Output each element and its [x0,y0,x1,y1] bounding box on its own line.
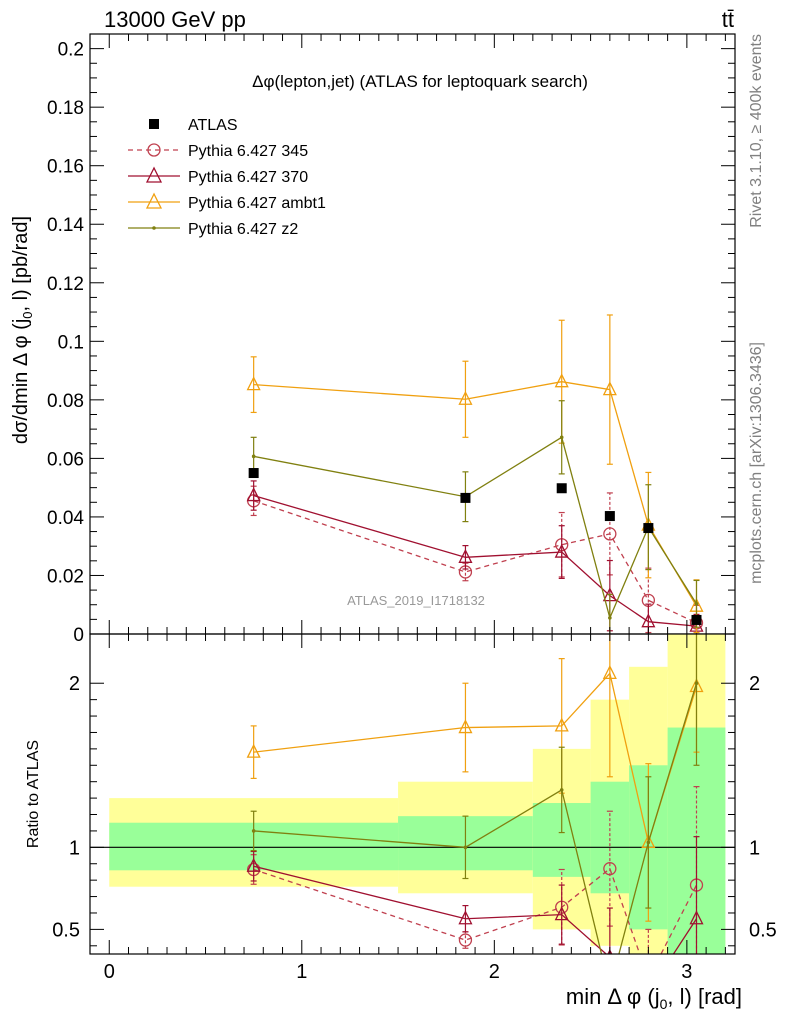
main-point-pythia-6-427-ambt1 [246,376,261,391]
x-tick-label: 2 [489,961,500,983]
legend-label-pythia-6-427-370: Pythia 6.427 370 [188,169,308,186]
main-point-pythia-6-427-z2 [251,454,256,459]
ratio-point-pythia-6-427-z2 [646,840,651,845]
x-axis-label: min Δ φ (j0, l) [rad] [566,984,742,1012]
main-point-atlas [248,468,259,479]
legend-marker-atlas [149,119,159,129]
main-y-tick-label: 0.16 [47,157,84,178]
main-plot-frame [89,33,736,635]
legend-label-pythia-6-427-345: Pythia 6.427 345 [188,143,308,160]
ratio-line-pythia-6-427-370 [253,865,698,954]
ratio-point-pythia-6-427-ambt1 [246,743,261,758]
ratio-point-pythia-6-427-370 [689,910,704,925]
ratio-point-pythia-6-427-370 [554,906,569,921]
main-point-pythia-6-427-ambt1 [554,373,569,388]
main-y-tick-label: 0.12 [47,274,84,295]
header-final-state: tt̄ [722,7,734,32]
header-process: 13000 GeV pp [104,7,246,32]
main-y-tick-label: 0.04 [47,508,84,529]
main-line-pythia-6-427-ambt1 [253,381,698,607]
ratio-y-tick-label-right: 0.5 [749,919,777,941]
ratio-point-pythia-6-427-370 [458,910,473,925]
legend-marker-pythia-6-427-345 [147,143,161,157]
main-point-pythia-6-427-z2 [694,602,699,606]
watermark: ATLAS_2019_I1718132 [347,593,485,608]
mcplots-label: mcplots.cern.ch [arXiv:1306.3436] [748,342,765,584]
main-y-tick-label: 0.18 [47,98,84,119]
x-tick-label: 0 [104,961,115,983]
ratio-inner-band [590,781,630,894]
main-y-tick-label: 0.02 [47,566,84,587]
ratio-point-pythia-6-427-345 [603,862,617,876]
main-point-pythia-6-427-z2 [559,435,564,440]
ratio-point-pythia-6-427-z2 [463,845,468,850]
ratio-point-pythia-6-427-345 [458,933,473,947]
rivet-label: Rivet 3.1.10, ≥ 400k events [748,34,765,228]
ratio-point-pythia-6-427-370 [246,857,261,872]
ratio-point-pythia-6-427-ambt1 [458,719,473,734]
main-y-tick-label: 0.08 [47,391,84,412]
legend-label-pythia-6-427-ambt1: Pythia 6.427 ambt1 [188,195,326,212]
legend-marker-pythia-6-427-ambt1 [145,192,163,209]
main-point-atlas [643,523,654,534]
ratio-point-pythia-6-427-z2 [559,788,564,792]
legend-marker-pythia-6-427-370 [145,166,163,183]
ratio-y-tick-label: 1 [69,837,80,859]
main-plot-title: Δφ(lepton,jet) (ATLAS for leptoquark sea… [252,72,588,91]
ratio-point-pythia-6-427-ambt1 [554,717,569,732]
main-point-pythia-6-427-370 [458,548,473,563]
ratio-y-tick-label-right: 2 [749,673,760,695]
ratio-y-tick-label-right: 1 [749,837,760,859]
legend-label-atlas: ATLAS [188,117,238,134]
main-line-pythia-6-427-z2 [253,436,698,620]
ratio-plot-frame [89,633,736,955]
ratio-point-pythia-6-427-z2 [694,681,699,686]
main-y-tick-label: 0.14 [47,215,84,236]
main-point-pythia-6-427-370 [554,543,569,558]
main-y-tick-label: 0.1 [58,332,84,353]
ratio-y-axis-label: Ratio to ATLAS [25,740,42,848]
ratio-y-tick-label: 0.5 [52,919,80,941]
main-point-pythia-6-427-ambt1 [602,381,617,396]
ratio-y-tick-label: 2 [69,673,80,695]
ratio-point-pythia-6-427-345 [642,973,654,985]
main-point-atlas [460,492,471,503]
main-point-pythia-6-427-370 [641,613,656,628]
x-tick-label: 1 [296,961,307,983]
legend-marker-pythia-6-427-z2 [152,226,156,230]
legend-label-pythia-6-427-z2: Pythia 6.427 z2 [188,221,298,238]
x-tick-label: 3 [681,961,692,983]
main-point-pythia-6-427-z2 [608,616,612,620]
main-point-atlas [604,511,615,522]
main-y-tick-label: 0.06 [47,449,84,470]
main-y-axis-label: dσ/dmin Δ φ (j0, l) [pb/rad] [10,216,35,444]
ratio-point-pythia-6-427-z2 [251,829,256,833]
main-y-tick-label: 0 [73,625,84,646]
main-point-pythia-6-427-345 [603,527,617,541]
main-y-tick-label: 0.2 [58,40,84,61]
ratio-line-pythia-6-427-z2 [253,683,698,954]
main-line-pythia-6-427-370 [253,494,697,627]
main-point-atlas [691,614,702,625]
ratio-point-pythia-6-427-ambt1 [602,664,617,680]
main-point-atlas [556,483,567,494]
main-point-pythia-6-427-370 [246,487,261,502]
main-point-pythia-6-427-ambt1 [458,390,473,405]
